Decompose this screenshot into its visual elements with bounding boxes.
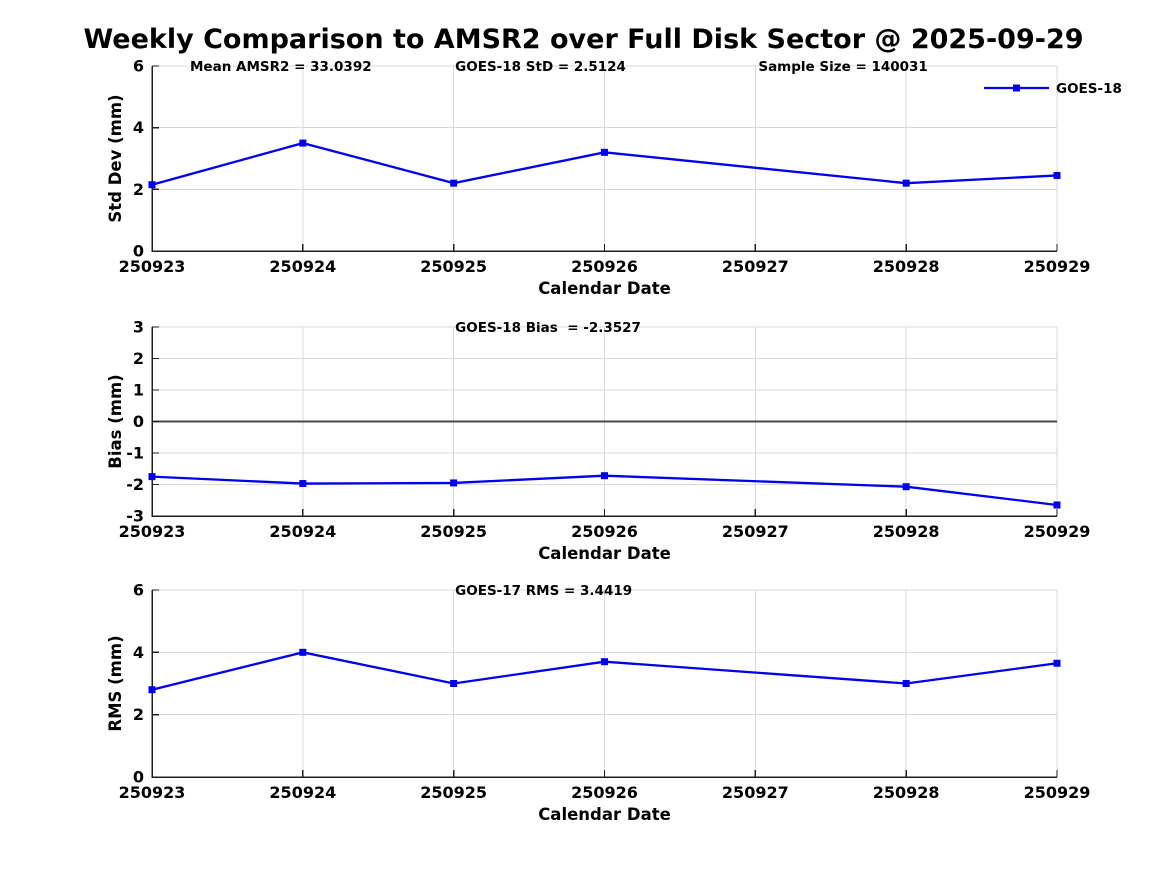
y-tick-label: 0 [133, 242, 144, 261]
y-axis-title: Bias (mm) [106, 374, 125, 468]
x-tick-label: 250927 [722, 522, 789, 541]
data-line-goes-18 [151, 651, 1058, 691]
x-tick-label: 250927 [722, 257, 789, 276]
legend-marker [1013, 84, 1020, 92]
data-point-marker [1053, 501, 1061, 509]
x-tick-label: 250923 [119, 257, 186, 276]
data-point-marker [299, 648, 307, 656]
stat-annotation: GOES-18 StD = 2.5124 [455, 59, 626, 75]
y-tick-label: 3 [133, 318, 144, 337]
chart-std-dev: 250923 250924 250925 250926 250927 250928 2509… [106, 57, 1122, 299]
x-tick-label: 250924 [269, 257, 336, 276]
y-tick-label: 1 [133, 381, 144, 400]
data-point-marker [148, 473, 156, 481]
x-tick-label: 250928 [873, 783, 940, 802]
y-tick-label: -2 [126, 475, 144, 494]
x-tick-label: 250925 [420, 783, 487, 802]
x-tick-label: 250924 [269, 522, 336, 541]
x-tick-label: 250925 [420, 257, 487, 276]
x-tick-label: 250926 [571, 522, 638, 541]
data-point-marker [450, 680, 458, 687]
y-tick-label: 4 [133, 643, 144, 662]
data-point-marker [299, 139, 307, 147]
x-tick-label: 250926 [571, 257, 638, 276]
y-tick-label: 0 [133, 768, 144, 787]
data-point-marker [902, 680, 910, 687]
y-tick-label: 4 [133, 118, 144, 137]
legend-label: GOES-18 [1056, 81, 1122, 97]
data-point-marker [601, 148, 608, 156]
y-axis-title: Std Dev (mm) [106, 94, 125, 222]
x-tick-label: 250923 [119, 783, 186, 802]
data-line-goes-18 [151, 141, 1058, 186]
y-tick-label: 2 [133, 705, 144, 724]
x-tick-label: 250929 [1024, 257, 1091, 276]
data-point-marker [1053, 171, 1061, 179]
figure-title: Weekly Comparison to AMSR2 over Full Dis… [83, 24, 1084, 55]
y-tick-label: 2 [133, 349, 144, 368]
x-tick-label: 250925 [420, 522, 487, 541]
x-tick-label: 250926 [571, 783, 638, 802]
y-axis-title: RMS (mm) [106, 635, 125, 731]
data-point-marker [902, 179, 910, 187]
y-tick-label: -3 [126, 507, 144, 526]
stat-annotation: Sample Size = 140031 [758, 59, 927, 75]
y-tick-label: 2 [133, 180, 144, 199]
data-point-marker [1053, 659, 1061, 667]
y-tick-label: 6 [133, 57, 144, 76]
stat-annotation: GOES-17 RMS = 3.4419 [455, 583, 632, 599]
x-tick-label: 250928 [873, 522, 940, 541]
x-tick-label: 250927 [722, 783, 789, 802]
data-point-marker [601, 658, 608, 666]
data-point-marker [450, 179, 458, 187]
stat-annotation: GOES-18 Bias = -2.3527 [455, 320, 641, 336]
data-point-marker [148, 181, 156, 189]
data-point-marker [601, 472, 608, 480]
stat-annotation: Mean AMSR2 = 33.0392 [190, 59, 372, 75]
x-axis-title: Calendar Date [538, 279, 671, 298]
data-point-marker [902, 483, 910, 491]
legend: GOES-18 [984, 81, 1122, 97]
data-line-goes-18 [151, 474, 1058, 507]
x-axis-title: Calendar Date [538, 544, 671, 563]
y-tick-label: -1 [126, 444, 144, 463]
x-tick-label: 250929 [1024, 783, 1091, 802]
x-axis-title: Calendar Date [538, 805, 671, 824]
data-point-marker [299, 480, 307, 488]
y-tick-label: 0 [133, 412, 144, 431]
data-point-marker [148, 686, 156, 694]
x-tick-label: 250929 [1024, 522, 1091, 541]
x-tick-label: 250923 [119, 522, 186, 541]
x-tick-label: 250924 [269, 783, 336, 802]
data-point-marker [450, 479, 458, 487]
chart-bias: 250923 250924 250925 250926 250927 250928 2509… [106, 318, 1090, 564]
y-tick-label: 6 [133, 581, 144, 600]
chart-rms: 250923 250924 250925 250926 250927 250928 2509… [106, 581, 1090, 825]
x-tick-label: 250928 [873, 257, 940, 276]
